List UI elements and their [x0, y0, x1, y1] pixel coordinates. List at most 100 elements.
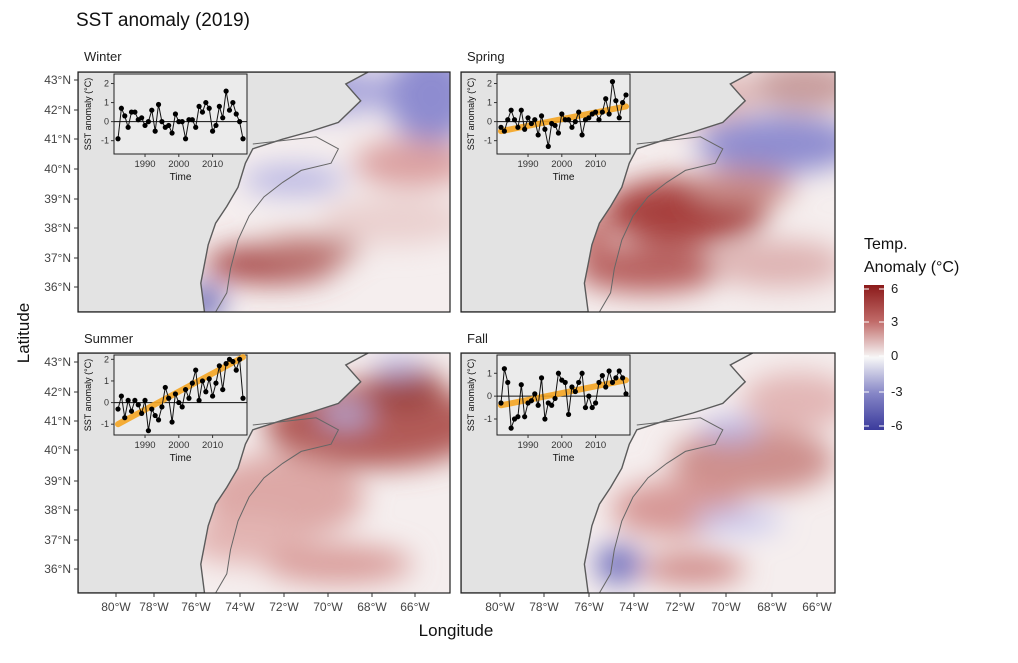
latitude-tick-label: 37°N [44, 251, 71, 265]
shelf-boundary [598, 136, 724, 312]
inset-point [162, 384, 168, 391]
inset-point [528, 398, 535, 404]
inset-y-tick-label: 1 [487, 98, 492, 108]
inset-point [230, 99, 236, 106]
inset-point [505, 117, 511, 123]
heatmap-patch [264, 545, 413, 584]
inset-spring: 2 1 0 -1 1990 2000 2010 Time SST anomaly (°C) [466, 73, 631, 183]
heatmap-patch [375, 355, 421, 375]
heatmap-patch [319, 196, 450, 245]
heatmap-patch [692, 509, 783, 533]
inset-point [582, 404, 589, 411]
inset-point [589, 404, 595, 411]
inset-point [216, 103, 222, 109]
latitude-tick-label: 39°N [44, 474, 71, 488]
inset-point [142, 122, 148, 129]
longitude-tick-label: 74°W [619, 600, 649, 614]
inset-point [542, 416, 548, 422]
inset-y-tick-label: 0 [104, 398, 109, 408]
legend: Temp. Anomaly (°C) 6 3 0 -3 -6 [864, 236, 959, 433]
panel-label-fall: Fall [467, 331, 488, 346]
inset-y-tick-label: -1 [101, 419, 109, 429]
legend-tick-label: 0 [891, 348, 898, 363]
inset-x-tick-label: 2010 [202, 159, 223, 170]
inset-point [609, 379, 616, 386]
inset-point [586, 115, 592, 121]
inset-point [176, 399, 182, 406]
inset-point [179, 119, 185, 125]
inset-point [532, 391, 538, 397]
longitude-tick-label: 70°W [711, 600, 741, 614]
longitude-tick-label: 76°W [181, 600, 211, 614]
inset-point [196, 397, 202, 404]
inset-point [569, 384, 575, 390]
heatmap-field [595, 372, 835, 584]
inset-y-label: SST anomaly (°C) [83, 359, 93, 431]
inset-point [155, 417, 162, 423]
inset-point [613, 98, 619, 104]
inset-point [155, 101, 162, 108]
inset-point [145, 119, 152, 125]
inset-point [620, 375, 626, 381]
inset-point [518, 382, 524, 388]
inset-point [603, 96, 609, 102]
inset-point [142, 397, 148, 404]
inset-point [125, 397, 131, 404]
inset-point [159, 404, 165, 410]
panel-frame [460, 71, 836, 313]
heatmap-patch [319, 405, 372, 425]
inset-point [118, 393, 124, 399]
inset-point [223, 88, 229, 94]
inset-point [240, 395, 246, 401]
inset-point [599, 372, 605, 379]
inset-point [139, 115, 145, 121]
inset-point [515, 124, 521, 130]
latitude-tick-label: 41°N [44, 414, 71, 428]
inset-point [189, 117, 195, 123]
inset-x-tick-label: 1990 [134, 440, 155, 451]
inset-point [609, 79, 616, 85]
panel-summer: 2 1 0 -1 1990 2000 2010 Time SST anomaly (°C) [77, 352, 451, 594]
longitude-tick-label: 70°W [313, 600, 343, 614]
inset-y-label: SST anomaly (°C) [466, 359, 476, 431]
inset-point [515, 414, 521, 420]
inset-point [203, 389, 209, 395]
inset-point [538, 375, 545, 381]
inset-y-tick-label: 1 [104, 98, 109, 108]
inset-point [139, 410, 145, 416]
inset-point [159, 119, 165, 125]
inset-point [199, 378, 206, 384]
inset-point [613, 375, 619, 381]
inset-point [603, 384, 609, 390]
inset-point [576, 379, 582, 386]
inset-x-label: Time [553, 453, 575, 464]
inset-point [555, 130, 562, 136]
inset-point [203, 99, 209, 106]
inset-point [149, 406, 155, 412]
panel-label-winter: Winter [84, 49, 122, 64]
longitude-tick-label: 80°W [101, 600, 131, 614]
inset-y-tick-label: 2 [104, 79, 109, 89]
longitude-tick-label: 78°W [139, 600, 169, 614]
shelf-boundary [598, 417, 724, 593]
inset-point [586, 393, 592, 399]
inset-point [122, 113, 128, 119]
inset-x-tick-label: 1990 [517, 159, 538, 170]
inset-point [213, 122, 219, 129]
panel-frame [77, 352, 451, 594]
inset-point [237, 356, 243, 362]
heatmap-patch [689, 168, 794, 207]
inset-point [233, 111, 239, 117]
panel-label-summer: Summer [84, 331, 134, 346]
heatmap-patch [711, 240, 835, 288]
latitude-tick-label: 41°N [44, 132, 71, 146]
latitude-tick-label: 38°N [44, 503, 71, 517]
inset-point [237, 119, 243, 125]
longitude-tick-label: 80°W [485, 600, 515, 614]
inset-y-tick-label: -1 [484, 136, 492, 146]
inset-point [209, 128, 216, 134]
inset-point [193, 124, 199, 130]
inset-point [179, 404, 185, 410]
inset-point [223, 361, 229, 367]
